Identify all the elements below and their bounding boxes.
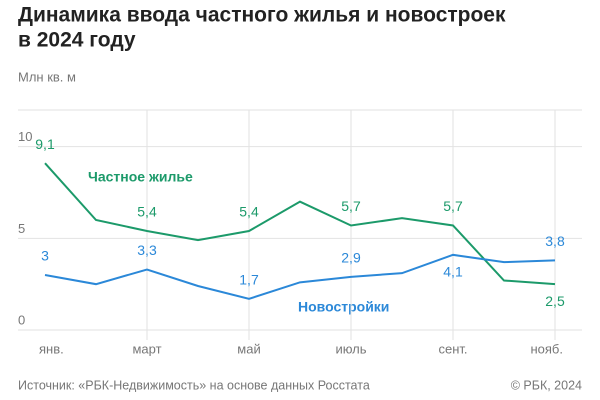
chart-title: в 2024 году [18,29,136,52]
data-label: 5,4 [137,204,157,220]
x-tick-label: нояб. [530,341,563,356]
data-label: 2,5 [545,293,565,309]
series-label: Частное жилье [88,169,193,185]
data-label: 9,1 [35,136,55,152]
x-tick-label: июль [335,341,366,356]
data-label: 2,9 [341,250,361,266]
data-label: 5,7 [341,198,361,214]
data-label: 5,4 [239,204,259,220]
data-label: 4,1 [443,264,463,280]
data-label: 3 [41,248,49,264]
chart-title: Динамика ввода частного жилья и новостро… [18,4,506,27]
data-label: 3,3 [137,242,157,258]
x-tick-label: сент. [438,341,467,356]
series-line [44,253,556,300]
data-label: 3,8 [545,233,565,249]
x-tick-label: янв. [39,341,64,356]
series-line [44,162,556,286]
y-axis-label: Млн кв. м [18,69,76,84]
data-label: 1,7 [239,272,259,288]
series-label: Новостройки [298,299,389,315]
data-label: 5,7 [443,198,463,214]
x-tick-label: май [237,341,260,356]
copyright: © РБК, 2024 [511,378,582,392]
y-tick-label: 5 [18,221,25,236]
y-tick-label: 0 [18,312,25,327]
x-tick-label: март [132,341,161,356]
source: Источник: «РБК-Недвижимость» на основе д… [18,378,370,392]
y-tick-label: 10 [18,129,32,144]
